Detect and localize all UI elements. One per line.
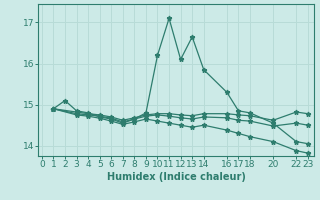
X-axis label: Humidex (Indice chaleur): Humidex (Indice chaleur)	[107, 172, 245, 182]
